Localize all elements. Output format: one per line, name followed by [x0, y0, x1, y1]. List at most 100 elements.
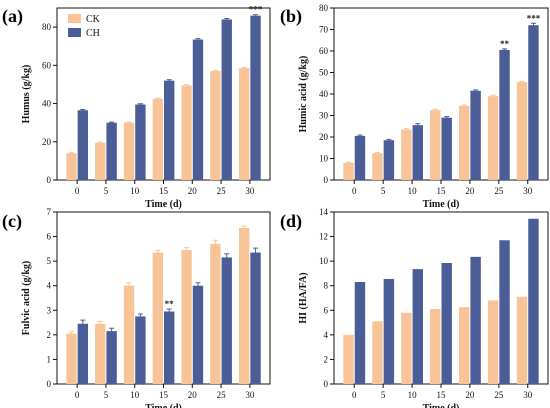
significance-marker: ** — [165, 299, 175, 309]
bar-ck — [343, 162, 354, 180]
legend-label-ck: CK — [86, 14, 101, 25]
y-tick-label: 60 — [42, 60, 52, 70]
y-tick-label: 4 — [324, 330, 329, 340]
y-tick-label: 40 — [319, 89, 329, 99]
x-tick-label: 20 — [188, 390, 198, 400]
bar-ch — [135, 316, 146, 384]
bar-ck — [487, 96, 499, 180]
x-tick-label: 20 — [188, 186, 198, 196]
bar-ck — [343, 334, 354, 384]
y-axis-title: Humic acid (g/kg) — [298, 56, 309, 133]
panel-c-letter: (c) — [2, 211, 22, 232]
x-tick-label: 15 — [159, 390, 169, 400]
x-tick-label: 25 — [494, 186, 504, 196]
bar-ck — [516, 82, 528, 180]
y-tick-label: 0 — [47, 379, 52, 389]
y-tick-label: 50 — [319, 68, 329, 78]
y-tick-label: 12 — [319, 232, 328, 242]
legend-swatch-ck — [68, 14, 81, 23]
bar-ch — [412, 125, 423, 180]
x-tick-label: 5 — [104, 186, 109, 196]
bar-ck — [372, 321, 383, 384]
bar-ch — [383, 140, 395, 180]
bar-ck — [516, 296, 528, 384]
y-axis-title: Fulvic acid (g/kg) — [21, 261, 32, 335]
x-tick-label: 30 — [245, 186, 255, 196]
x-tick-label: 5 — [104, 390, 109, 400]
y-tick-label: 2 — [47, 330, 52, 340]
y-tick-label: 30 — [319, 111, 329, 121]
y-axis-title: Humus (g/kg) — [21, 65, 32, 124]
bar-ch — [221, 257, 232, 384]
panel-d-letter: (d) — [280, 211, 302, 232]
x-tick-label: 30 — [523, 186, 533, 196]
x-tick-label: 5 — [381, 390, 386, 400]
bar-ck — [181, 250, 192, 384]
bar-ch — [528, 25, 539, 181]
bar-ck — [401, 129, 412, 180]
panel-a-letter: (a) — [2, 6, 23, 27]
x-tick-label: 10 — [408, 186, 418, 196]
bar-ch — [441, 117, 452, 180]
x-tick-label: 10 — [408, 390, 418, 400]
bar-ck — [152, 252, 163, 384]
bar-ck — [372, 153, 383, 180]
bar-ck — [210, 243, 221, 384]
y-tick-label: 4 — [47, 281, 52, 291]
x-tick-label: 0 — [352, 390, 357, 400]
y-tick-label: 7 — [47, 207, 52, 217]
bar-ck — [430, 110, 441, 180]
bar-ch — [354, 135, 366, 180]
y-tick-label: 20 — [42, 137, 52, 147]
y-tick-label: 80 — [319, 3, 329, 13]
y-tick-label: 5 — [47, 256, 52, 266]
bar-ch — [250, 15, 261, 181]
y-tick-label: 6 — [47, 232, 52, 242]
bar-ch — [106, 122, 117, 180]
bar-ch — [164, 80, 175, 180]
bar-ch — [470, 90, 481, 180]
x-tick-label: 15 — [159, 186, 169, 196]
bar-ck — [66, 333, 77, 384]
y-tick-label: 0 — [324, 379, 329, 389]
bar-ch — [77, 110, 89, 180]
x-tick-label: 30 — [523, 390, 533, 400]
bar-ck — [238, 68, 250, 180]
bar-ch — [164, 311, 175, 384]
bar-ch — [135, 104, 146, 180]
plot-frame — [333, 211, 549, 385]
y-tick-label: 6 — [324, 305, 329, 315]
bar-ck — [459, 105, 470, 180]
bar-ck — [95, 142, 106, 180]
chart-hi-ratio: 0 2 4 6 8 10 12 14 0 5 10 15 20 25 30 Time (d) HI (HA/FA… — [298, 207, 549, 408]
y-tick-label: 10 — [319, 256, 329, 266]
y-tick-label: 10 — [319, 154, 329, 164]
bar-ch — [221, 19, 232, 180]
bar-ch — [250, 252, 261, 384]
x-tick-label: 25 — [494, 390, 504, 400]
bar-ck — [66, 153, 77, 180]
x-tick-label: 10 — [130, 390, 140, 400]
bar-ck — [430, 309, 441, 384]
legend: CK CH — [68, 14, 101, 39]
x-tick-label: 0 — [75, 186, 80, 196]
significance-marker: *** — [527, 13, 541, 23]
x-tick-label: 20 — [465, 390, 475, 400]
chart-fulvic-acid: 0 1 2 3 4 5 6 7 0 5 10 15 20 25 30 ** Time (d) Fulvic aci… — [21, 207, 271, 408]
bar-ck — [123, 122, 135, 180]
y-tick-label: 0 — [47, 175, 52, 185]
significance-marker: *** — [249, 5, 263, 15]
y-tick-label: 80 — [42, 22, 52, 32]
bar-ck — [401, 312, 412, 384]
bar-ch — [412, 269, 423, 384]
x-tick-label: 25 — [217, 390, 227, 400]
y-tick-label: 2 — [324, 354, 329, 364]
bar-ch — [499, 49, 510, 180]
y-axis-title: HI (HA/FA) — [298, 272, 309, 323]
bar-ck — [487, 300, 499, 384]
significance-marker: ** — [500, 39, 510, 49]
bar-ch — [192, 39, 204, 181]
x-tick-label: 30 — [245, 390, 255, 400]
bar-ch — [354, 282, 366, 384]
